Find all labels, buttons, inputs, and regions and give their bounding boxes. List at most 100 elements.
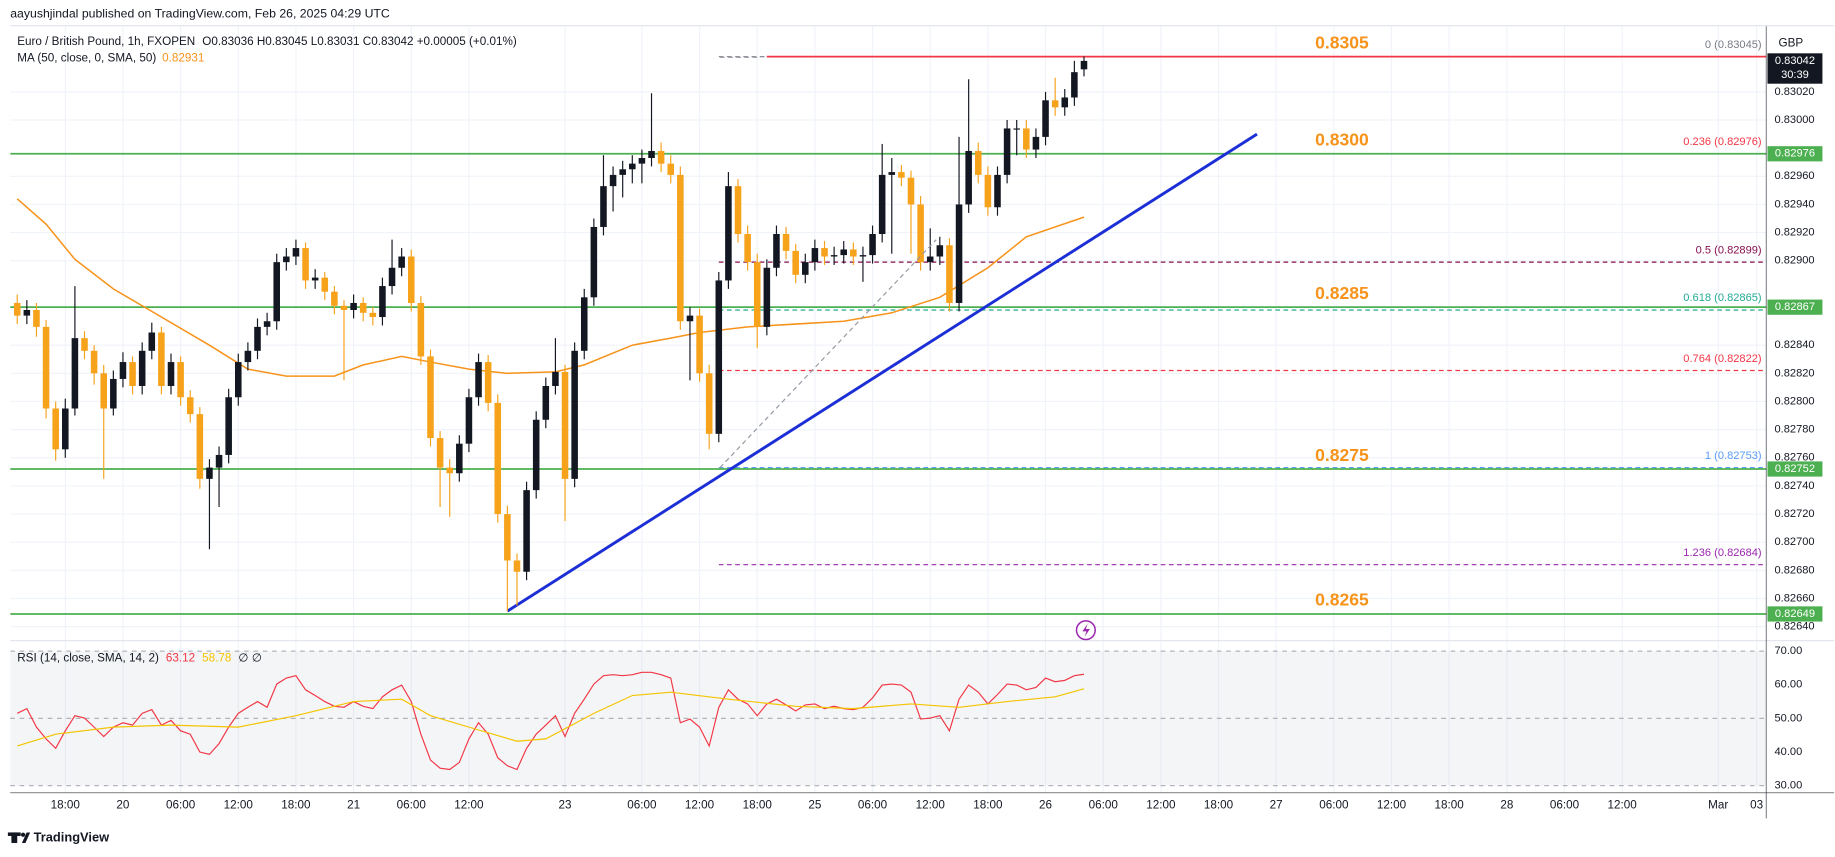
candle-body	[119, 362, 127, 379]
candle-body	[475, 362, 482, 398]
axes: 18:00 20 06:00 12:00 18:00 21 06:00 12:00 23 06:0…	[51, 32, 1823, 812]
candle-body	[465, 397, 473, 444]
x-tick-label: 18:00	[1435, 799, 1465, 812]
fib-label: 0.236 (0.82976)	[1683, 136, 1761, 148]
y-tick-label: 0.82660	[1775, 592, 1815, 604]
rsi-tick-label: 60.00	[1775, 679, 1803, 691]
candle-body	[427, 356, 434, 439]
candle-body	[206, 467, 213, 479]
x-tick-label: 28	[1500, 799, 1513, 812]
ma-line	[16, 198, 1085, 377]
candle-body	[484, 362, 492, 403]
fib-label: 0.5 (0.82899)	[1696, 244, 1762, 256]
last-price-tag	[1767, 53, 1823, 84]
x-tick-label: 06:00	[858, 799, 888, 812]
candle-body	[273, 262, 280, 322]
candle-body	[974, 150, 982, 175]
x-tick-label: 12:00	[1608, 799, 1638, 812]
candle-body	[869, 233, 876, 256]
candle-body	[71, 338, 79, 409]
candle-body	[1061, 97, 1069, 108]
level-text: 0.8285	[1315, 283, 1369, 303]
rsi-pane	[10, 650, 1767, 787]
candle-body	[725, 186, 732, 281]
price-tag	[1767, 146, 1823, 162]
candle-body	[926, 256, 934, 263]
x-tick-label: 12:00	[224, 799, 254, 812]
candle-body	[388, 267, 396, 287]
y-tick-label: 0.82940	[1775, 198, 1815, 210]
x-tick-label: 21	[347, 799, 360, 812]
candle-body	[715, 280, 723, 434]
candle-body	[629, 163, 636, 170]
candle-body	[331, 291, 338, 306]
candle-body	[677, 174, 684, 322]
price-tag-label: 0.82649	[1775, 608, 1815, 620]
symbol-title: Euro / British Pound, 1h, FXOPEN	[17, 35, 195, 48]
y-tick-label: 0.82720	[1775, 508, 1815, 520]
x-tick-label: 06:00	[397, 799, 427, 812]
candle-body	[580, 297, 588, 351]
candle-body	[609, 174, 617, 187]
x-tick-label: 18:00	[743, 799, 773, 812]
x-tick-label: 18:00	[51, 799, 81, 812]
candle-body	[1013, 128, 1020, 130]
y-tick-label: 0.83000	[1775, 114, 1815, 126]
candle-body	[532, 419, 540, 491]
candle-body	[561, 371, 569, 479]
candle-body	[369, 312, 377, 318]
candle-body	[705, 373, 713, 434]
candle-body	[782, 233, 790, 251]
candle-body	[148, 332, 156, 351]
candle-body	[311, 277, 319, 281]
rsi-tick-label: 70.00	[1775, 645, 1803, 657]
candle-body	[936, 245, 944, 257]
candle-body	[590, 226, 598, 298]
candle-body	[283, 256, 290, 263]
candle-body	[359, 302, 367, 313]
candle-body	[292, 248, 300, 257]
candle-body	[965, 150, 972, 205]
x-tick-label: 18:00	[973, 799, 1003, 812]
candle-body	[100, 373, 108, 409]
candle-body	[638, 158, 646, 164]
candle-body	[52, 408, 59, 450]
rsi-value: 58.78	[202, 651, 231, 664]
candle-body	[1051, 100, 1059, 108]
candle-body	[90, 350, 98, 374]
trend-line	[506, 132, 1258, 613]
countdown: 30:39	[1781, 69, 1809, 81]
fib-label: 0.764 (0.82822)	[1683, 353, 1761, 365]
y-tick-label: 0.82780	[1775, 424, 1815, 436]
candle-body	[196, 414, 204, 479]
last-price-label: 0.83042	[1775, 55, 1815, 67]
candle-body	[504, 514, 511, 561]
y-tick-label: 0.82680	[1775, 564, 1815, 576]
candle-body	[850, 249, 857, 257]
candle-body	[1023, 128, 1030, 150]
y-tick-label: 0.82960	[1775, 170, 1815, 182]
x-tick-label: 06:00	[1089, 799, 1119, 812]
candle-body	[994, 174, 1001, 208]
rsi-title: RSI (14, close, SMA, 14, 2)	[17, 651, 159, 664]
candle-body	[542, 385, 550, 420]
candle-body	[513, 560, 521, 572]
alert-icon	[1075, 620, 1096, 641]
ma-value: 0.82931	[162, 52, 204, 65]
y-tick-label: 0.82820	[1775, 367, 1815, 379]
price-tag-label: 0.82976	[1775, 148, 1815, 160]
candle-body	[158, 332, 165, 386]
rsi-line	[17, 688, 1085, 747]
candle-body	[1003, 128, 1011, 175]
rsi-tick-label: 40.00	[1775, 746, 1803, 758]
candle-body	[340, 305, 348, 310]
candle-body	[955, 204, 963, 303]
x-tick-label: 27	[1270, 799, 1283, 812]
y-tick-label: 0.82840	[1775, 339, 1815, 351]
candle-body	[811, 248, 819, 263]
candle-body	[350, 302, 357, 310]
candle-body	[917, 204, 924, 263]
